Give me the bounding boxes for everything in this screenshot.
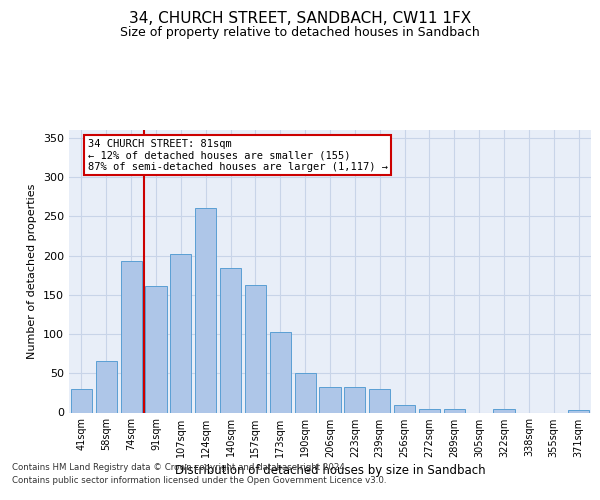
Bar <box>295 374 316 412</box>
Bar <box>319 386 341 412</box>
Text: Contains public sector information licensed under the Open Government Licence v3: Contains public sector information licen… <box>12 476 386 485</box>
Bar <box>394 404 415 412</box>
X-axis label: Distribution of detached houses by size in Sandbach: Distribution of detached houses by size … <box>175 464 485 477</box>
Bar <box>220 268 241 412</box>
Bar <box>344 386 365 412</box>
Bar <box>121 261 142 412</box>
Bar <box>419 408 440 412</box>
Bar <box>245 284 266 412</box>
Text: Size of property relative to detached houses in Sandbach: Size of property relative to detached ho… <box>120 26 480 39</box>
Text: 34, CHURCH STREET, SANDBACH, CW11 1FX: 34, CHURCH STREET, SANDBACH, CW11 1FX <box>129 11 471 26</box>
Bar <box>170 254 191 412</box>
Bar <box>71 389 92 412</box>
Bar <box>145 286 167 412</box>
Y-axis label: Number of detached properties: Number of detached properties <box>28 184 37 359</box>
Bar <box>493 408 515 412</box>
Text: 34 CHURCH STREET: 81sqm
← 12% of detached houses are smaller (155)
87% of semi-d: 34 CHURCH STREET: 81sqm ← 12% of detache… <box>88 138 388 172</box>
Text: Contains HM Land Registry data © Crown copyright and database right 2024.: Contains HM Land Registry data © Crown c… <box>12 462 347 471</box>
Bar <box>444 410 465 412</box>
Bar <box>270 332 291 412</box>
Bar <box>369 389 390 412</box>
Bar <box>568 410 589 412</box>
Bar <box>195 208 216 412</box>
Bar <box>96 362 117 412</box>
